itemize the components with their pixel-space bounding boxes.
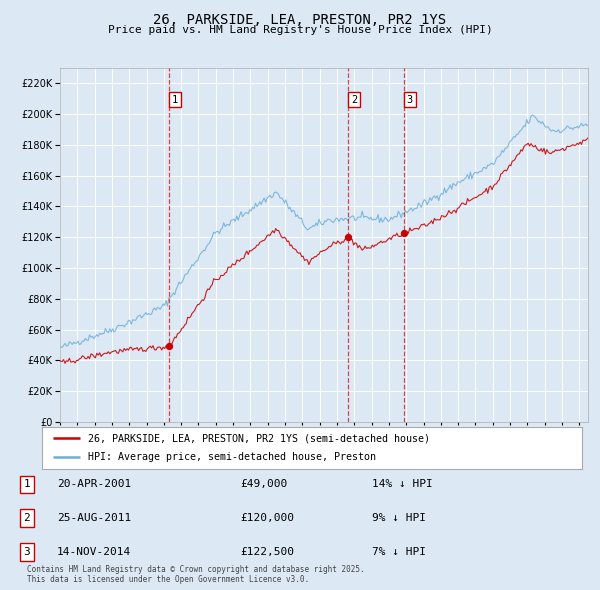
Text: Price paid vs. HM Land Registry's House Price Index (HPI): Price paid vs. HM Land Registry's House … (107, 25, 493, 35)
Text: 26, PARKSIDE, LEA, PRESTON, PR2 1YS (semi-detached house): 26, PARKSIDE, LEA, PRESTON, PR2 1YS (sem… (88, 434, 430, 444)
Point (164, 342, 174, 351)
Text: Contains HM Land Registry data © Crown copyright and database right 2025.
This d: Contains HM Land Registry data © Crown c… (27, 565, 365, 584)
Text: 1: 1 (172, 95, 178, 104)
Text: 9% ↓ HPI: 9% ↓ HPI (372, 513, 426, 523)
Text: 3: 3 (23, 548, 31, 557)
Point (400, 228, 409, 238)
Text: 3: 3 (407, 95, 413, 104)
Point (343, 232, 353, 242)
Text: 14-NOV-2014: 14-NOV-2014 (57, 548, 131, 557)
Text: 20-APR-2001: 20-APR-2001 (57, 480, 131, 489)
Text: 1: 1 (23, 480, 31, 489)
Text: 2: 2 (351, 95, 357, 104)
Text: 14% ↓ HPI: 14% ↓ HPI (372, 480, 433, 489)
Text: 2: 2 (23, 513, 31, 523)
Text: £120,000: £120,000 (240, 513, 294, 523)
Text: £122,500: £122,500 (240, 548, 294, 557)
Text: 7% ↓ HPI: 7% ↓ HPI (372, 548, 426, 557)
Text: £49,000: £49,000 (240, 480, 287, 489)
Text: HPI: Average price, semi-detached house, Preston: HPI: Average price, semi-detached house,… (88, 452, 376, 462)
Text: 25-AUG-2011: 25-AUG-2011 (57, 513, 131, 523)
Text: 26, PARKSIDE, LEA, PRESTON, PR2 1YS: 26, PARKSIDE, LEA, PRESTON, PR2 1YS (154, 13, 446, 27)
